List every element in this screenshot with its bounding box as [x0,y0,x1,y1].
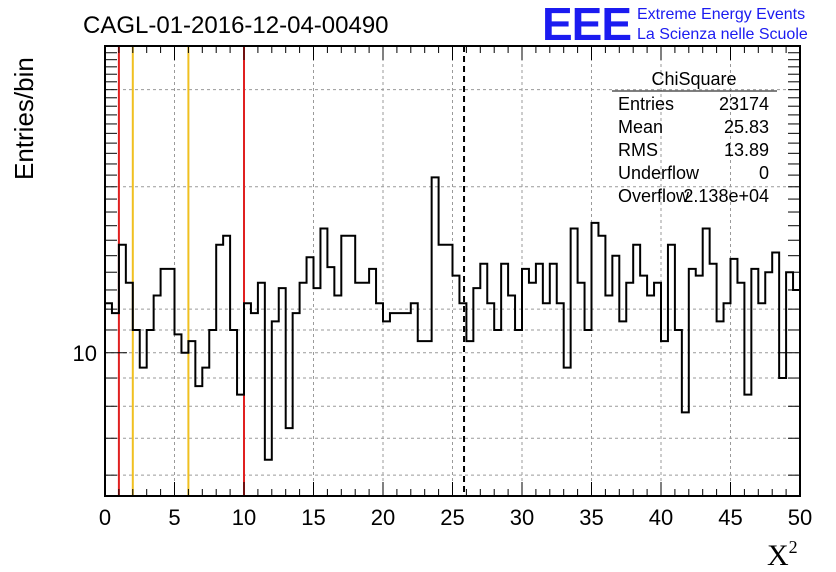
x-axis-label-superscript: 2 [789,537,798,557]
x-tick-label: 15 [301,505,325,530]
x-tick-label: 50 [788,505,812,530]
stats-row-label: Mean [618,117,663,137]
x-tick-label: 5 [168,505,180,530]
x-tick-label: 45 [718,505,742,530]
y-axis-label: Entries/bin [9,57,39,180]
stats-row-value: 25.83 [724,117,769,137]
histogram-series [105,176,800,461]
logo-mark: EEE [542,0,631,50]
x-axis-label: X2 [767,537,798,572]
stats-row-label: Underflow [618,163,700,183]
stats-row-value: 23174 [719,94,769,114]
stats-row-label: Entries [618,94,674,114]
stats-title: ChiSquare [651,69,736,89]
x-tick-label: 10 [232,505,256,530]
x-tick-label: 30 [510,505,534,530]
y-tick-label: 10 [73,341,97,366]
logo-line-2: La Scienza nelle Scuole [637,26,808,43]
stats-row-label: RMS [618,140,658,160]
y-tick-labels: 10 [73,341,97,366]
x-tick-label: 40 [649,505,673,530]
x-tick-labels: 0 5 10 15 20 25 30 35 40 45 50 [99,505,812,530]
x-tick-label: 25 [440,505,464,530]
x-tick-label: 20 [371,505,395,530]
x-axis-label-base: X [767,539,789,572]
chart-title: CAGL-01-2016-12-04-00490 [83,12,389,39]
stats-box: ChiSquare Entries 23174 Mean 25.83 RMS 13.89 U… [612,69,777,206]
stats-row-value: 2.138e+04 [683,186,769,206]
stats-row-value: 13.89 [724,140,769,160]
stats-row-label: Overflow [618,186,690,206]
x-tick-label: 0 [99,505,111,530]
x-tick-label: 35 [579,505,603,530]
plot-frame [104,45,801,497]
logo-line-1: Extreme Energy Events [637,6,805,23]
eee-logo: EEE Extreme Energy Events La Scienza nel… [542,0,808,50]
stats-row-value: 0 [759,163,769,183]
stats-rows: Entries 23174 Mean 25.83 RMS 13.89 Underflow 0 O… [618,94,769,206]
